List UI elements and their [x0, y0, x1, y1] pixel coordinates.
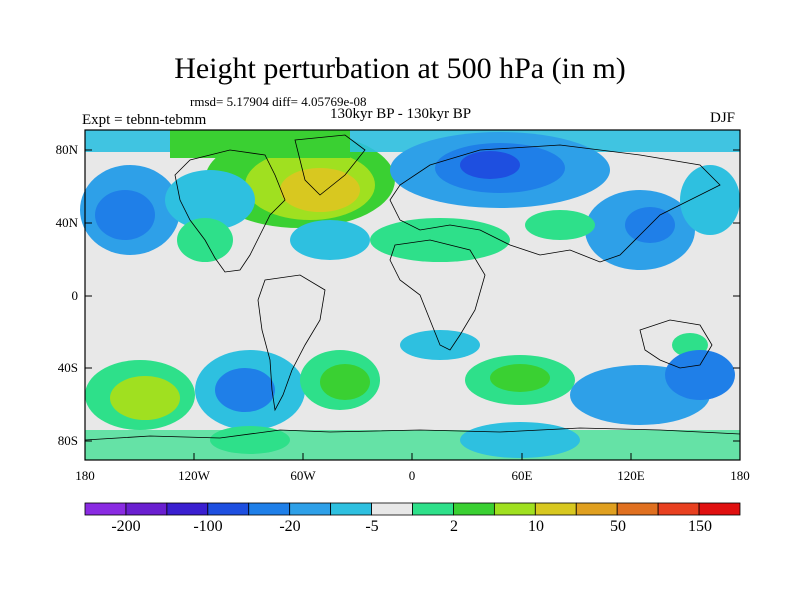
colorbar-swatch: [453, 502, 495, 516]
colorbar-label: -20: [279, 518, 301, 535]
x-tick-label: 180: [75, 468, 95, 483]
y-tick-label: 0: [71, 288, 79, 303]
colorbar-swatch: [330, 502, 372, 516]
colorbar-label: -100: [193, 518, 223, 535]
x-tick-label: 0: [408, 468, 416, 483]
plot-title: Height perturbation at 500 hPa (in m): [174, 52, 626, 85]
x-tick-label: 180: [730, 468, 750, 483]
colorbar-label: 150: [688, 518, 712, 535]
y-tick-label: 80S: [57, 433, 78, 448]
colorbar-swatch: [412, 502, 454, 516]
colorbar-swatch: [207, 502, 250, 516]
x-tick-label: 120W: [178, 468, 210, 483]
colorbar-label: -5: [365, 518, 379, 535]
colorbar-swatch: [125, 502, 168, 516]
y-tick-label: 40S: [57, 360, 78, 375]
colorbar-swatch: [698, 502, 741, 516]
stats-line: rmsd= 5.17904 diff= 4.05769e-08: [190, 94, 367, 109]
coastlines: [84, 134, 741, 441]
colorbar-swatch: [657, 502, 700, 516]
contour-fills: [80, 130, 740, 460]
colorbar-swatch: [248, 502, 291, 516]
colorbar-swatch: [616, 502, 659, 516]
axis-ticks: [84, 149, 741, 460]
season-label: DJF: [710, 110, 736, 126]
colorbar-swatch: [289, 502, 332, 516]
colorbar-swatch: [493, 502, 536, 516]
colorbar-swatch: [84, 502, 127, 516]
y-tick-label: 40N: [55, 215, 78, 230]
colorbar-swatch: [371, 502, 413, 516]
colorbar-swatch: [575, 502, 618, 516]
colorbar-label: 10: [528, 518, 544, 535]
colorbar: [84, 502, 741, 516]
x-tick-label: 120E: [617, 468, 645, 483]
colorbar-label: 2: [450, 518, 458, 535]
colorbar-swatch: [534, 502, 577, 516]
experiment-label: Expt = tebnn-tebmm: [82, 112, 207, 128]
x-tick-label: 60W: [290, 468, 316, 483]
x-tick-label: 60E: [511, 468, 533, 483]
y-tick-label: 80N: [55, 142, 78, 157]
colorbar-swatch: [166, 502, 209, 516]
colorbar-label: 50: [610, 518, 626, 535]
period-label: 130kyr BP - 130kyr BP: [330, 106, 472, 122]
colorbar-label: -200: [111, 518, 141, 535]
